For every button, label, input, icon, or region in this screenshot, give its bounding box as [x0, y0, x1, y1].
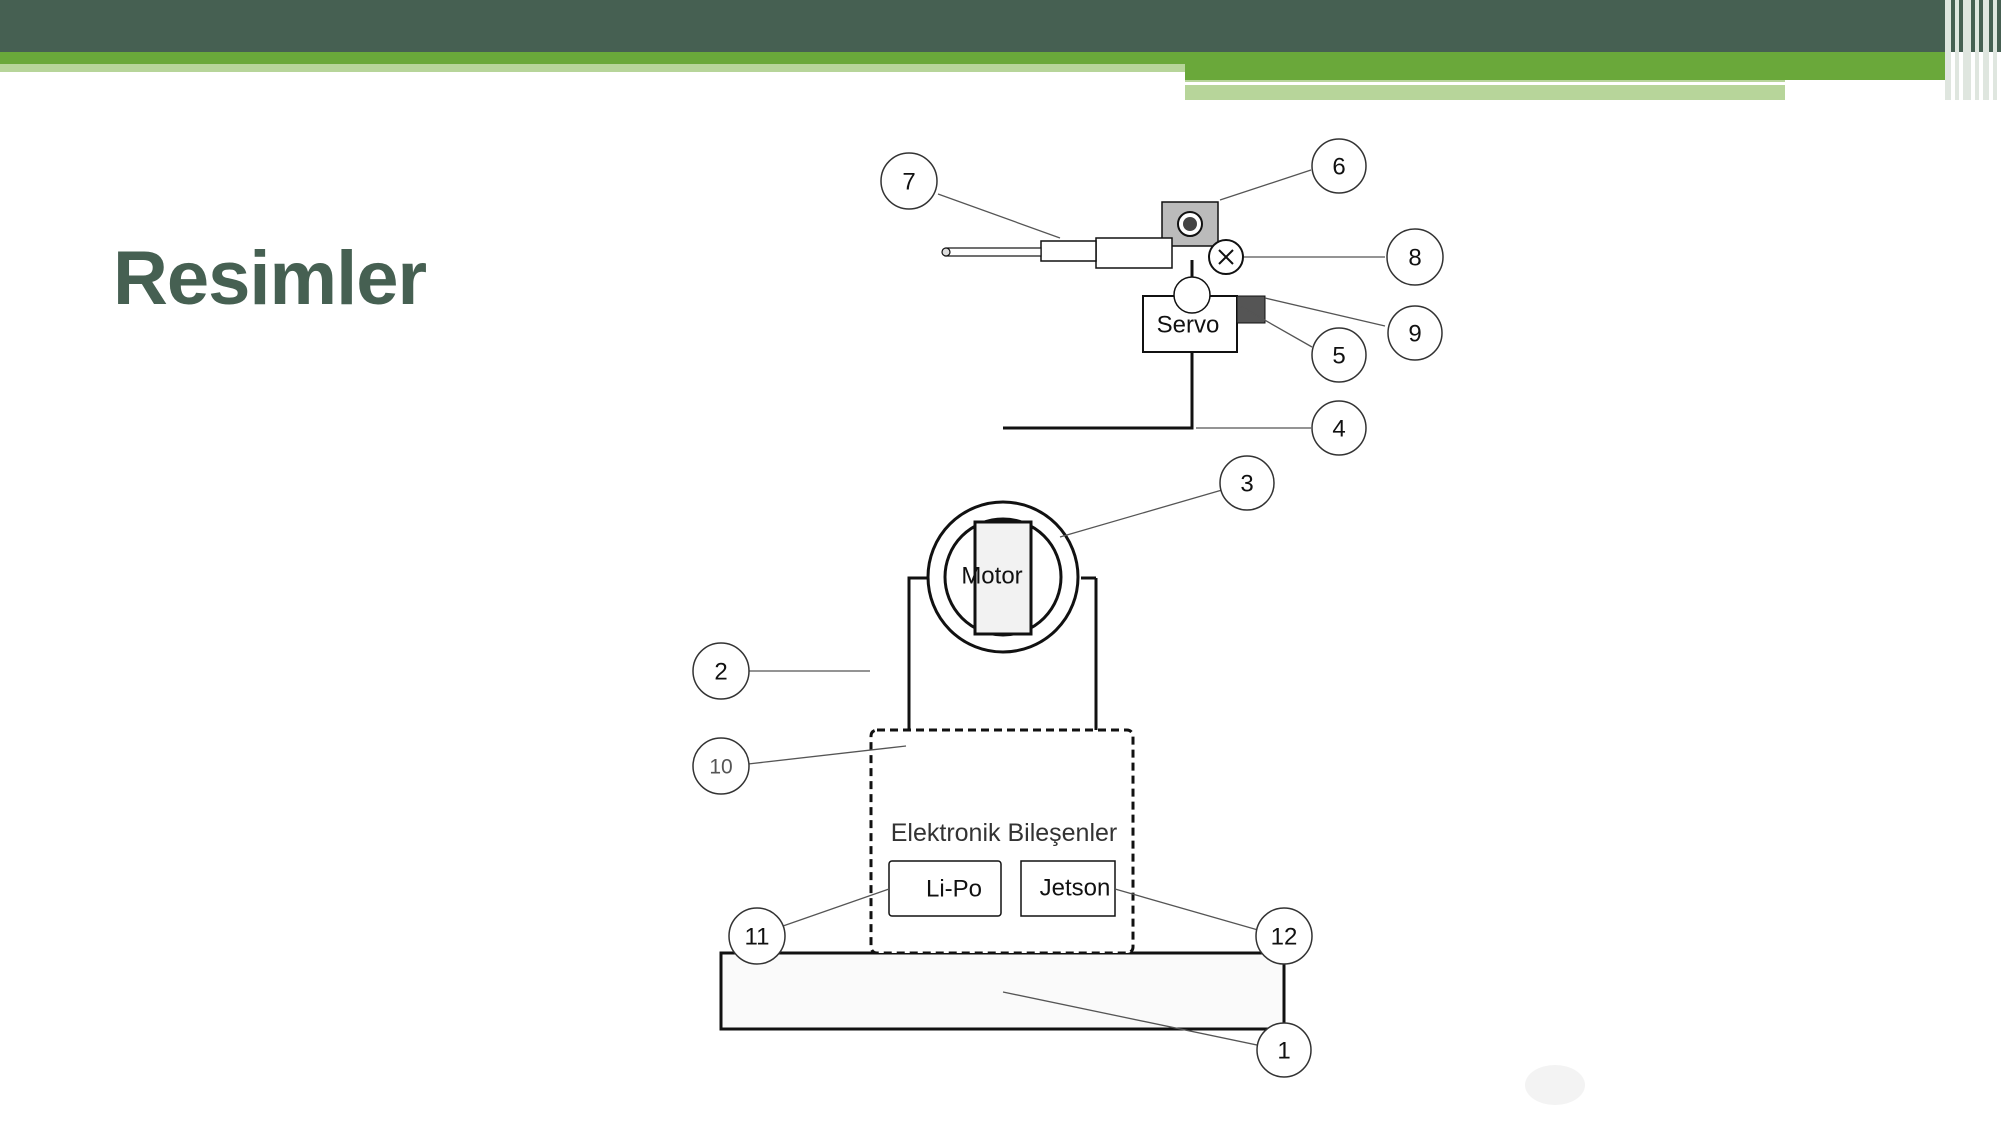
callout-11	[728, 907, 786, 965]
callout-9-label: 9	[1408, 321, 1421, 348]
servo-horn	[1173, 276, 1211, 314]
header-divider	[1185, 82, 1855, 85]
motor-mount	[907, 576, 930, 730]
motor-label: Motor	[961, 563, 1022, 590]
callout-1-label: 1	[1277, 1038, 1290, 1065]
header-bar	[0, 0, 2001, 52]
callout-2-label: 2	[714, 659, 727, 686]
header-light-stripe-right	[1185, 80, 1785, 100]
callout-8	[1386, 228, 1444, 286]
callout-5-label: 5	[1332, 343, 1345, 370]
header-accent-stripe-right	[1185, 64, 1950, 80]
callout-3-label: 3	[1240, 471, 1253, 498]
callout-5	[1311, 327, 1367, 383]
lipo-label: Li-Po	[926, 876, 982, 903]
lipo-box	[888, 860, 1002, 917]
callout-10-label: 10	[709, 756, 732, 779]
callout-2	[692, 642, 750, 700]
callout-6	[1311, 138, 1367, 194]
header-accent-stripe	[0, 52, 1950, 64]
header-decoration	[1945, 0, 2001, 100]
jetson-label: Jetson	[1040, 875, 1111, 902]
callout-4-label: 4	[1332, 416, 1345, 443]
servo-label: Servo	[1157, 312, 1220, 339]
callout-7-label: 7	[902, 169, 915, 196]
jetson-box	[1020, 860, 1116, 917]
servo-connector	[1236, 295, 1266, 324]
leader-lines	[722, 169, 1386, 1051]
callout-11-label: 11	[745, 924, 770, 951]
callout-7	[880, 152, 938, 210]
callout-1	[1256, 1022, 1312, 1078]
callout-8-label: 8	[1408, 245, 1421, 272]
callout-circles	[692, 138, 1444, 1078]
motor-core	[973, 520, 1033, 636]
background-smudge	[1525, 1065, 1585, 1105]
slide-title: Resimler	[113, 236, 427, 321]
callout-4	[1311, 400, 1367, 456]
callout-9	[1387, 305, 1443, 361]
electronics-label: Elektronik Bileşenler	[891, 819, 1118, 847]
arm	[1003, 352, 1194, 430]
callout-12-label: 12	[1271, 924, 1298, 951]
sensor-tube	[1095, 237, 1173, 269]
base-plate	[719, 951, 1286, 1031]
callout-6-label: 6	[1332, 154, 1345, 181]
header-light-stripe	[0, 64, 1185, 72]
callout-12	[1255, 907, 1313, 965]
callout-3	[1219, 455, 1275, 511]
callout-10	[692, 737, 750, 795]
